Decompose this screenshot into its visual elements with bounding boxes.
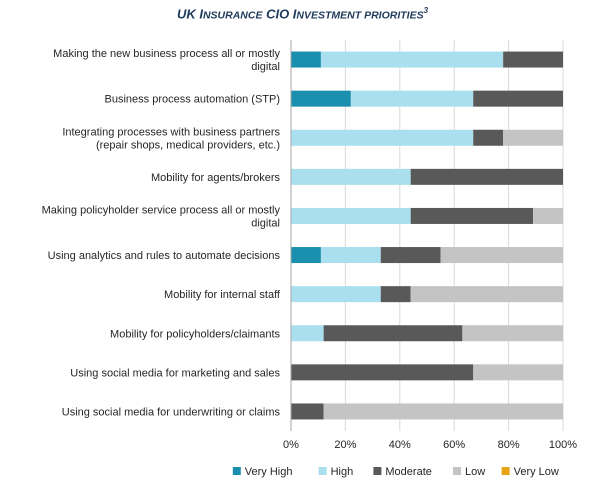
bar-low bbox=[323, 403, 563, 420]
bar-moderate bbox=[291, 403, 324, 420]
bar-low bbox=[473, 364, 563, 381]
legend-swatch-high bbox=[318, 467, 327, 475]
bar-very-high bbox=[291, 247, 321, 264]
bar-low bbox=[462, 325, 563, 342]
bar-high bbox=[350, 90, 474, 107]
x-tick-label: 20% bbox=[334, 439, 356, 451]
bar-high bbox=[320, 51, 504, 68]
category-label: Mobility for internal staff bbox=[164, 289, 281, 301]
legend-label-high: High bbox=[331, 466, 354, 478]
category-label: Mobility for policyholders/claimants bbox=[110, 328, 280, 340]
x-tick-label: 60% bbox=[443, 439, 465, 451]
bar-moderate bbox=[473, 90, 563, 107]
bar-moderate bbox=[503, 51, 563, 68]
legend-swatch-moderate bbox=[373, 467, 382, 475]
legend-swatch-low bbox=[453, 467, 461, 475]
category-label: Making the new business process all or m… bbox=[53, 48, 280, 60]
legend-label-very-low: Very Low bbox=[514, 466, 559, 478]
bar-moderate bbox=[380, 247, 441, 264]
category-label: Using social media for underwriting or c… bbox=[62, 406, 281, 418]
bar-moderate bbox=[323, 325, 463, 342]
chart-title: UK Insurance CIO Investment priorities3 bbox=[176, 6, 429, 22]
bar-moderate bbox=[410, 168, 563, 185]
category-label: Using analytics and rules to automate de… bbox=[48, 250, 281, 262]
category-label: Integrating processes with business part… bbox=[62, 126, 280, 138]
legend-label-very-high: Very High bbox=[245, 466, 293, 478]
bar-low bbox=[440, 247, 563, 264]
legend-swatch-very-high bbox=[232, 467, 241, 475]
bar-moderate bbox=[410, 207, 534, 224]
bar-high bbox=[291, 129, 474, 146]
bar-high bbox=[291, 286, 381, 303]
bar-low bbox=[410, 286, 563, 303]
bar-high bbox=[320, 247, 381, 264]
category-label: Making policyholder service process all … bbox=[42, 204, 281, 216]
category-label: (repair shops, medical providers, etc.) bbox=[96, 139, 280, 151]
bar-high bbox=[291, 168, 411, 185]
x-tick-label: 100% bbox=[549, 439, 577, 451]
x-tick-label: 80% bbox=[498, 439, 520, 451]
bar-very-high bbox=[291, 51, 321, 68]
bar-high bbox=[291, 207, 411, 224]
bar-very-high bbox=[291, 90, 351, 107]
legend-swatch-very-low bbox=[501, 467, 510, 475]
category-label: Business process automation (STP) bbox=[105, 94, 280, 106]
bar-moderate bbox=[380, 286, 411, 303]
x-tick-label: 40% bbox=[389, 439, 411, 451]
legend-label-low: Low bbox=[465, 466, 485, 478]
bar-high bbox=[291, 325, 324, 342]
category-label: Using social media for marketing and sal… bbox=[70, 367, 280, 379]
bar-moderate bbox=[291, 364, 474, 381]
legend-label-moderate: Moderate bbox=[385, 466, 431, 478]
bar-moderate bbox=[473, 129, 504, 146]
bar-low bbox=[503, 129, 563, 146]
bar-low bbox=[533, 207, 563, 224]
category-label: Mobility for agents/brokers bbox=[151, 172, 280, 184]
category-label: digital bbox=[251, 61, 280, 73]
category-label: digital bbox=[251, 217, 280, 229]
x-tick-label: 0% bbox=[283, 439, 299, 451]
